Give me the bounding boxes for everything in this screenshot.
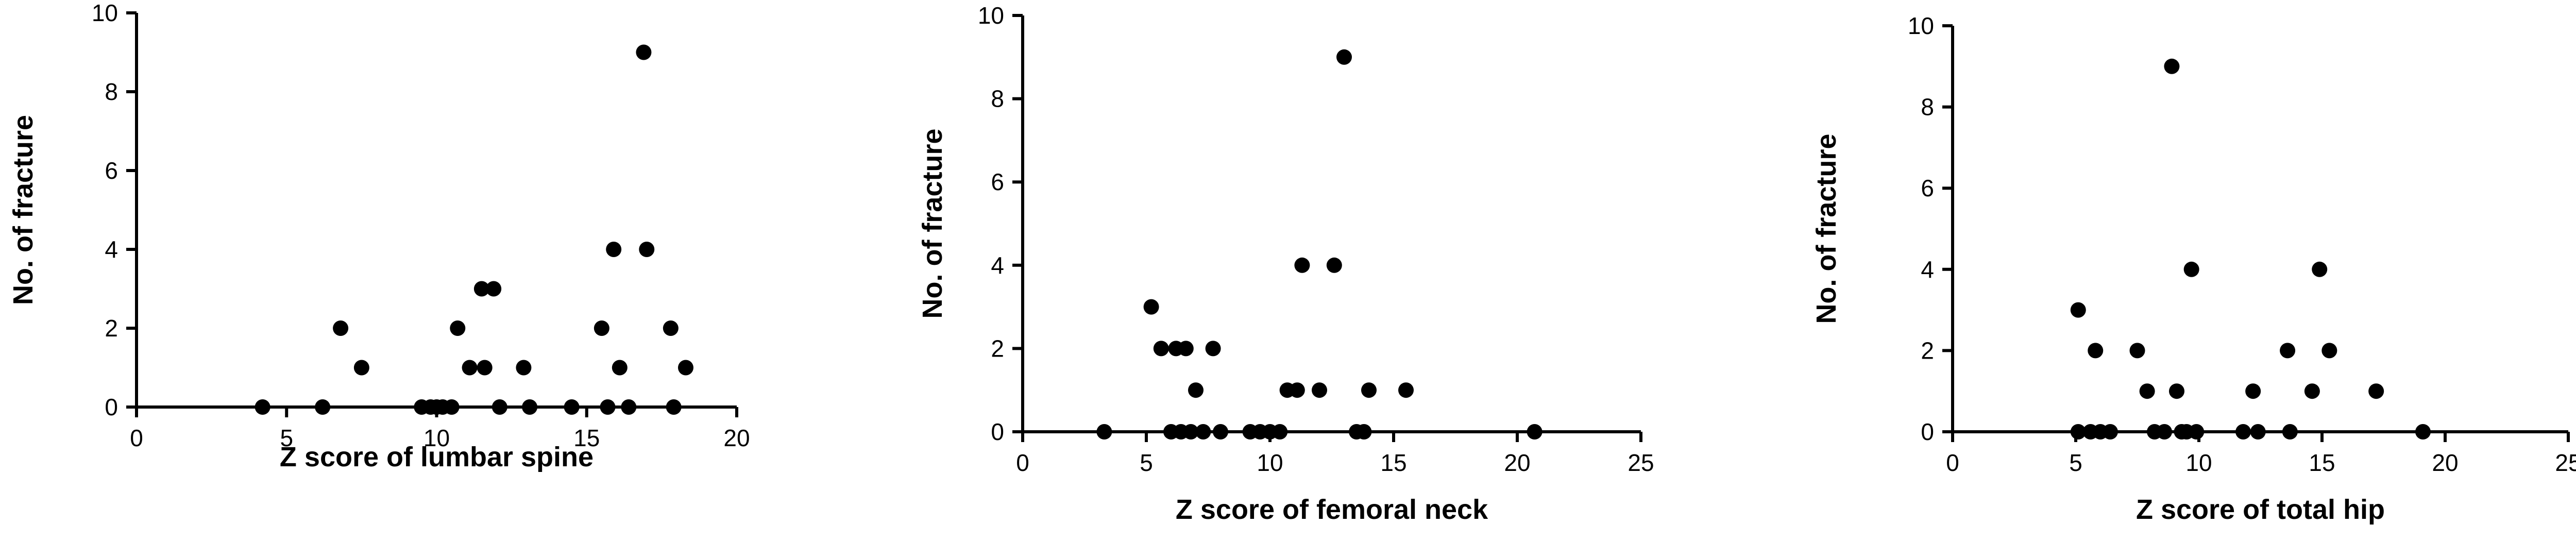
y-tick-label: 8 <box>991 86 1004 112</box>
axis-ticks: 0 5 10 15 20 25 0 2 4 6 8 10 <box>978 2 1654 476</box>
data-point <box>663 320 679 336</box>
x-tick-label: 5 <box>2069 449 2082 476</box>
data-point <box>462 360 478 376</box>
x-tick-label: 10 <box>423 425 450 451</box>
data-point <box>1361 382 1377 398</box>
x-tick-label: 10 <box>2185 449 2212 476</box>
data-point <box>2280 343 2296 359</box>
x-tick-label: 0 <box>130 425 143 451</box>
y-tick-label: 0 <box>991 418 1004 445</box>
data-point <box>612 360 628 376</box>
data-point <box>2304 383 2320 399</box>
data-point <box>2164 58 2180 74</box>
y-tick-label: 2 <box>1921 337 1934 364</box>
x-tick-label: 5 <box>280 425 293 451</box>
y-tick-label: 8 <box>1921 94 1934 121</box>
data-point <box>450 320 466 336</box>
x-tick-label: 0 <box>1946 449 1959 476</box>
y-tick-label: 2 <box>105 315 118 342</box>
x-tick-label: 10 <box>1257 449 1283 476</box>
data-point <box>2368 383 2384 399</box>
y-axis-title: No. of fracture <box>917 128 948 318</box>
data-point <box>516 360 532 376</box>
data-point <box>2088 343 2104 359</box>
y-tick-label: 6 <box>991 168 1004 195</box>
y-tick-label: 2 <box>991 335 1004 362</box>
data-point <box>1326 257 1342 273</box>
data-point <box>486 281 502 297</box>
data-point <box>333 320 349 336</box>
x-tick-label: 20 <box>1504 449 1530 476</box>
x-tick-label: 20 <box>2432 449 2458 476</box>
y-axis-title: No. of fracture <box>8 115 39 305</box>
data-point <box>594 320 609 336</box>
data-point <box>1205 341 1221 357</box>
data-points <box>255 44 693 415</box>
data-point <box>2245 383 2261 399</box>
data-point <box>353 360 369 376</box>
x-axis-title: Z score of total hip <box>2136 494 2385 525</box>
x-tick-label: 15 <box>1380 449 1406 476</box>
y-tick-label: 0 <box>1921 418 1934 445</box>
y-tick-label: 10 <box>92 0 118 26</box>
data-point <box>2183 261 2199 277</box>
data-point <box>2129 343 2145 359</box>
chart-total-hip: 0 5 10 15 20 25 0 2 4 6 8 10 Z score of total hip N… <box>1811 12 2576 525</box>
y-tick-label: 6 <box>105 157 118 184</box>
data-point <box>1178 341 1194 357</box>
data-point <box>477 360 493 376</box>
axis-ticks: 0 5 10 15 20 25 0 2 4 6 8 10 <box>1908 12 2576 476</box>
x-axis-title: Z score of femoral neck <box>1176 494 1488 525</box>
y-tick-label: 6 <box>1921 175 1934 201</box>
data-point <box>606 242 622 257</box>
data-point <box>1294 257 1310 273</box>
x-tick-label: 25 <box>2555 449 2576 476</box>
y-tick-label: 10 <box>978 2 1004 29</box>
data-point <box>1336 49 1352 65</box>
data-point <box>2321 343 2337 359</box>
data-point <box>2070 302 2086 318</box>
data-point <box>1289 382 1305 398</box>
y-axis-title: No. of fracture <box>1811 133 1842 324</box>
data-points <box>1096 49 1543 439</box>
data-point <box>2139 383 2155 399</box>
data-point <box>1153 341 1169 357</box>
x-tick-label: 5 <box>1140 449 1153 476</box>
data-point <box>473 281 489 297</box>
data-point <box>2168 383 2184 399</box>
data-point <box>2312 261 2328 277</box>
y-tick-label: 4 <box>1921 256 1934 283</box>
x-tick-label: 0 <box>1016 449 1029 476</box>
data-point <box>1143 299 1159 315</box>
y-tick-label: 0 <box>105 394 118 420</box>
data-points <box>2070 58 2431 439</box>
data-point <box>1312 382 1327 398</box>
x-tick-label: 25 <box>1628 449 1654 476</box>
y-tick-label: 4 <box>105 236 118 263</box>
data-point <box>677 360 693 376</box>
y-tick-label: 8 <box>105 78 118 105</box>
axis-ticks: 0 5 10 15 20 0 2 4 6 8 10 <box>92 0 750 451</box>
data-point <box>1398 382 1414 398</box>
chart-femoral-neck: 0 5 10 15 20 25 0 2 4 6 8 10 Z score of femoral nec… <box>917 2 1654 525</box>
data-point <box>639 242 655 257</box>
x-tick-label: 15 <box>573 425 600 451</box>
y-tick-label: 10 <box>1908 12 1934 39</box>
data-point <box>1188 382 1204 398</box>
y-tick-label: 4 <box>991 252 1004 279</box>
x-tick-label: 20 <box>723 425 750 451</box>
data-point <box>636 44 652 60</box>
x-tick-label: 15 <box>2309 449 2335 476</box>
x-axis-title: Z score of lumbar spine <box>280 442 594 472</box>
